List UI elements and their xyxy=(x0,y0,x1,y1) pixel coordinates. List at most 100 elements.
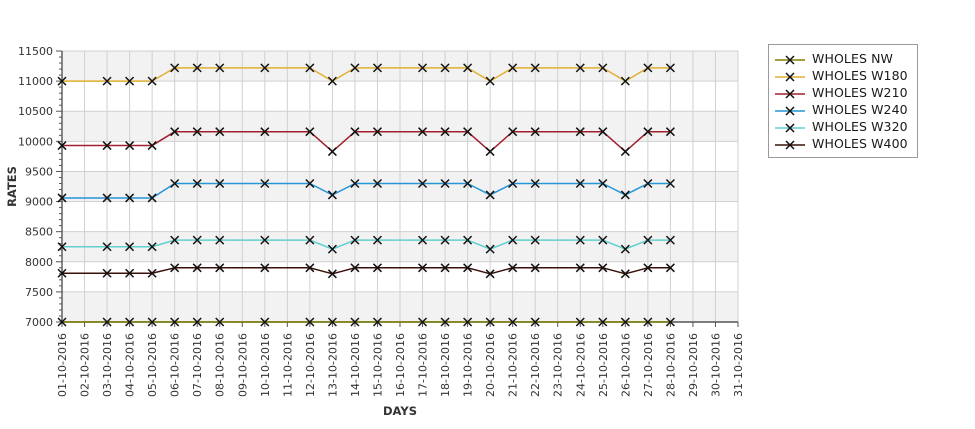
data-point-marker[interactable] xyxy=(147,268,157,278)
data-point-marker[interactable] xyxy=(215,235,225,245)
data-point-marker[interactable] xyxy=(305,263,315,273)
data-point-marker[interactable] xyxy=(372,63,382,73)
legend-item[interactable]: WHOLES W180 xyxy=(775,67,908,84)
data-point-marker[interactable] xyxy=(215,127,225,137)
data-point-marker[interactable] xyxy=(170,127,180,137)
data-point-marker[interactable] xyxy=(463,127,473,137)
data-point-marker[interactable] xyxy=(350,63,360,73)
data-point-marker[interactable] xyxy=(530,263,540,273)
data-point-marker[interactable] xyxy=(125,242,135,252)
data-point-marker[interactable] xyxy=(125,193,135,203)
data-point-marker[interactable] xyxy=(665,263,675,273)
data-point-marker[interactable] xyxy=(620,147,630,157)
data-point-marker[interactable] xyxy=(665,127,675,137)
data-point-marker[interactable] xyxy=(665,235,675,245)
data-point-marker[interactable] xyxy=(327,269,337,279)
data-point-marker[interactable] xyxy=(147,141,157,151)
data-point-marker[interactable] xyxy=(170,317,180,327)
data-point-marker[interactable] xyxy=(485,76,495,86)
data-point-marker[interactable] xyxy=(305,127,315,137)
data-point-marker[interactable] xyxy=(440,235,450,245)
data-point-marker[interactable] xyxy=(57,76,67,86)
data-point-marker[interactable] xyxy=(102,76,112,86)
data-point-marker[interactable] xyxy=(440,317,450,327)
data-point-marker[interactable] xyxy=(305,178,315,189)
data-point-marker[interactable] xyxy=(305,235,315,245)
data-point-marker[interactable] xyxy=(260,127,270,137)
data-point-marker[interactable] xyxy=(102,268,112,278)
data-point-marker[interactable] xyxy=(372,127,382,137)
data-point-marker[interactable] xyxy=(327,190,337,200)
data-point-marker[interactable] xyxy=(192,317,202,327)
data-point-marker[interactable] xyxy=(643,127,653,137)
data-point-marker[interactable] xyxy=(418,317,428,327)
data-point-marker[interactable] xyxy=(192,178,202,189)
data-point-marker[interactable] xyxy=(372,263,382,273)
data-point-marker[interactable] xyxy=(440,127,450,137)
data-point-marker[interactable] xyxy=(305,63,315,73)
data-point-marker[interactable] xyxy=(327,76,337,86)
data-point-marker[interactable] xyxy=(57,268,67,278)
data-point-marker[interactable] xyxy=(418,263,428,273)
data-point-marker[interactable] xyxy=(418,127,428,137)
data-point-marker[interactable] xyxy=(620,244,630,254)
data-point-marker[interactable] xyxy=(57,317,67,327)
legend-item[interactable]: WHOLES W320 xyxy=(775,118,908,135)
data-point-marker[interactable] xyxy=(57,141,67,151)
data-point-marker[interactable] xyxy=(192,127,202,137)
data-point-marker[interactable] xyxy=(125,141,135,151)
data-point-marker[interactable] xyxy=(508,317,518,327)
data-point-marker[interactable] xyxy=(598,63,608,73)
data-point-marker[interactable] xyxy=(620,190,630,200)
data-point-marker[interactable] xyxy=(508,63,518,73)
data-point-marker[interactable] xyxy=(192,63,202,73)
legend-item[interactable]: WHOLES W210 xyxy=(775,84,908,101)
data-point-marker[interactable] xyxy=(620,269,630,279)
data-point-marker[interactable] xyxy=(102,317,112,327)
data-point-marker[interactable] xyxy=(147,76,157,86)
data-point-marker[interactable] xyxy=(530,178,540,189)
data-point-marker[interactable] xyxy=(350,263,360,273)
data-point-marker[interactable] xyxy=(170,235,180,245)
data-point-marker[interactable] xyxy=(327,317,337,327)
data-point-marker[interactable] xyxy=(575,178,585,189)
data-point-marker[interactable] xyxy=(530,235,540,245)
data-point-marker[interactable] xyxy=(598,178,608,189)
data-point-marker[interactable] xyxy=(305,317,315,327)
data-point-marker[interactable] xyxy=(350,235,360,245)
data-point-marker[interactable] xyxy=(463,263,473,273)
data-point-marker[interactable] xyxy=(350,317,360,327)
data-point-marker[interactable] xyxy=(170,263,180,273)
data-point-marker[interactable] xyxy=(125,76,135,86)
data-point-marker[interactable] xyxy=(102,193,112,203)
data-point-marker[interactable] xyxy=(620,317,630,327)
data-point-marker[interactable] xyxy=(530,63,540,73)
data-point-marker[interactable] xyxy=(327,244,337,254)
data-point-marker[interactable] xyxy=(147,242,157,252)
data-point-marker[interactable] xyxy=(665,63,675,73)
data-point-marker[interactable] xyxy=(508,263,518,273)
data-point-marker[interactable] xyxy=(372,317,382,327)
data-point-marker[interactable] xyxy=(598,235,608,245)
data-point-marker[interactable] xyxy=(643,317,653,327)
data-point-marker[interactable] xyxy=(215,263,225,273)
data-point-marker[interactable] xyxy=(463,178,473,189)
data-point-marker[interactable] xyxy=(125,268,135,278)
data-point-marker[interactable] xyxy=(665,178,675,189)
data-point-marker[interactable] xyxy=(125,317,135,327)
data-point-marker[interactable] xyxy=(485,269,495,279)
data-point-marker[interactable] xyxy=(440,63,450,73)
data-point-marker[interactable] xyxy=(463,317,473,327)
data-point-marker[interactable] xyxy=(665,317,675,327)
data-point-marker[interactable] xyxy=(508,178,518,189)
data-point-marker[interactable] xyxy=(102,141,112,151)
data-point-marker[interactable] xyxy=(350,127,360,137)
legend-item[interactable]: WHOLES NW xyxy=(775,50,908,67)
data-point-marker[interactable] xyxy=(372,178,382,189)
data-point-marker[interactable] xyxy=(463,235,473,245)
data-point-marker[interactable] xyxy=(643,178,653,189)
data-point-marker[interactable] xyxy=(620,76,630,86)
data-point-marker[interactable] xyxy=(102,242,112,252)
data-point-marker[interactable] xyxy=(463,63,473,73)
data-point-marker[interactable] xyxy=(327,147,337,157)
